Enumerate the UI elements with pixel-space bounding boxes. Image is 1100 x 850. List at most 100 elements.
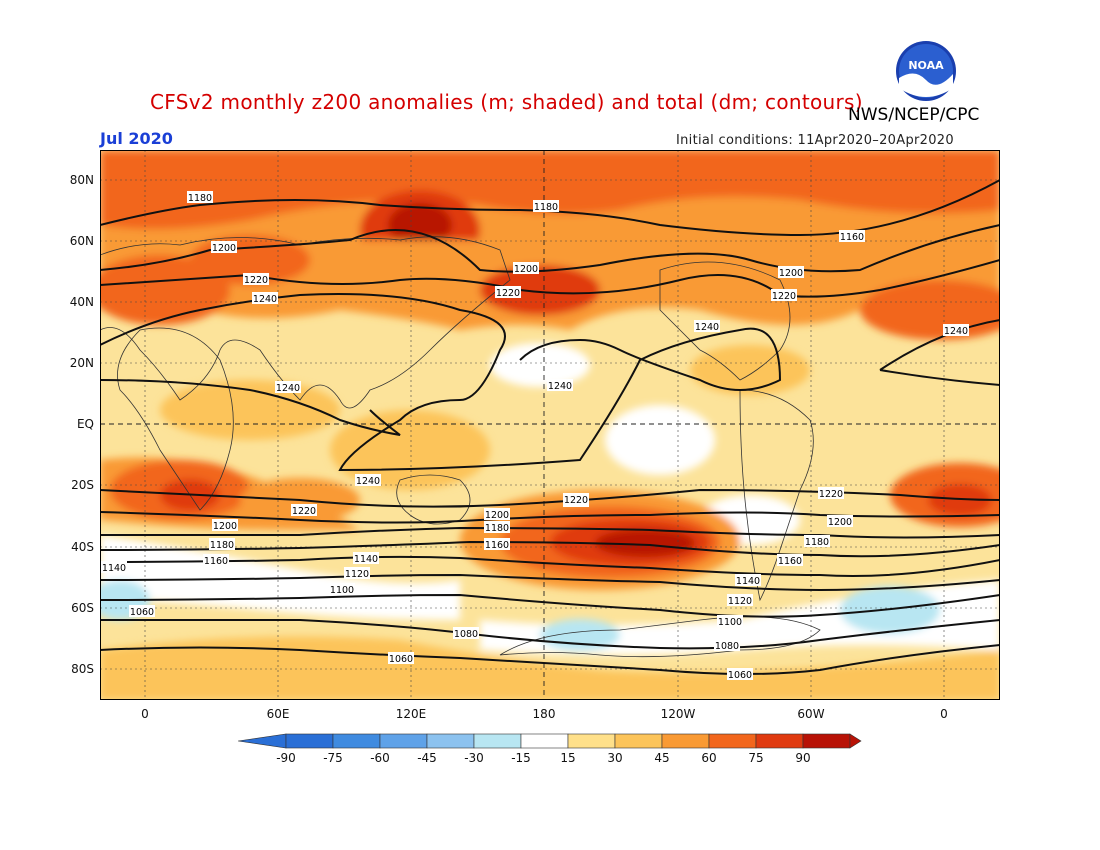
contour-label: 1200 (212, 519, 238, 532)
contour-label: 1220 (291, 504, 317, 517)
contour-label: 1060 (727, 668, 753, 681)
contour-label-group: 1180 1200 1220 1240 1180 1200 1220 1240 … (101, 191, 969, 681)
lat-label: 40S (71, 540, 94, 554)
contour-label: 1200 (827, 515, 853, 528)
svg-text:1100: 1100 (718, 617, 742, 628)
svg-text:1060: 1060 (130, 607, 154, 618)
colorbar (238, 733, 862, 749)
svg-text:1180: 1180 (534, 202, 558, 213)
contour-label: 1080 (453, 627, 479, 640)
contour-label: 1120 (727, 594, 753, 607)
contour-label: 1200 (513, 262, 539, 275)
lon-label: 0 (141, 707, 149, 721)
colorbar-tick-label: -30 (464, 751, 484, 765)
initial-conditions-label: Initial conditions: 11Apr2020–20Apr2020 (676, 133, 954, 148)
lon-label: 120E (395, 707, 427, 721)
contour-label: 1160 (203, 554, 229, 567)
svg-text:1220: 1220 (564, 495, 588, 506)
contour-label: 1240 (252, 292, 278, 305)
colorbar-tick-label: 15 (560, 751, 576, 765)
colorbar-swatch (755, 733, 804, 749)
contour-label: 1160 (484, 538, 510, 551)
colorbar-tick-label: -60 (370, 751, 390, 765)
svg-text:1240: 1240 (356, 476, 380, 487)
colorbar-swatch (661, 733, 710, 749)
svg-text:1220: 1220 (496, 288, 520, 299)
contour-label: 1240 (547, 379, 573, 392)
lat-label: 60S (71, 601, 94, 615)
svg-text:1240: 1240 (253, 294, 277, 305)
contour-label: 1100 (329, 583, 355, 596)
lon-label: 0 (940, 707, 948, 721)
svg-text:1220: 1220 (244, 275, 268, 286)
svg-text:1100: 1100 (330, 585, 354, 596)
lat-label: EQ (76, 417, 94, 431)
lat-label: 20S (71, 478, 94, 492)
contour-label: 1220 (818, 487, 844, 500)
lon-label: 180 (532, 707, 556, 721)
svg-text:1240: 1240 (276, 383, 300, 394)
colorbar-tick-label: -45 (417, 751, 437, 765)
contour-label: 1180 (187, 191, 213, 204)
svg-text:1160: 1160 (204, 556, 228, 567)
svg-text:1220: 1220 (292, 506, 316, 517)
noaa-logo-icon: NOAA (896, 41, 956, 101)
contour-label: 1240 (355, 474, 381, 487)
colorbar-tip-right (849, 733, 862, 749)
lat-label: 60N (69, 234, 94, 248)
contour-label: 1240 (694, 320, 720, 333)
noaa-logo-text: NOAA (908, 59, 944, 72)
colorbar-tick-label: -75 (323, 751, 343, 765)
svg-text:1140: 1140 (102, 563, 126, 574)
svg-text:1240: 1240 (548, 381, 572, 392)
contour-label: 1220 (495, 286, 521, 299)
contour-label: 1120 (344, 567, 370, 580)
colorbar-tick-label: 75 (748, 751, 764, 765)
contour-label: 1140 (735, 574, 761, 587)
colorbar-swatch (567, 733, 616, 749)
svg-text:1240: 1240 (944, 326, 968, 337)
contour-label: 1160 (777, 554, 803, 567)
svg-text:1180: 1180 (210, 540, 234, 551)
colorbar-swatch (285, 733, 334, 749)
lat-label: 40N (69, 295, 94, 309)
svg-text:1200: 1200 (485, 510, 509, 521)
svg-text:1200: 1200 (514, 264, 538, 275)
svg-text:1140: 1140 (354, 554, 378, 565)
contour-label: 1060 (388, 652, 414, 665)
colorbar-swatch (473, 733, 522, 749)
svg-text:1220: 1220 (772, 291, 796, 302)
svg-text:1160: 1160 (778, 556, 802, 567)
contour-label: 1240 (943, 324, 969, 337)
svg-text:1200: 1200 (212, 243, 236, 254)
contour-label: 1140 (101, 561, 127, 574)
svg-text:1200: 1200 (828, 517, 852, 528)
lat-label: 80N (69, 173, 94, 187)
svg-text:1080: 1080 (715, 641, 739, 652)
svg-text:1200: 1200 (779, 268, 803, 279)
colorbar-tick-label: -15 (511, 751, 531, 765)
contour-label: 1060 (129, 605, 155, 618)
anomaly-map: 1180 1200 1220 1240 1180 1200 1220 1240 … (100, 150, 1000, 700)
lat-label: 20N (69, 356, 94, 370)
lon-label: 60W (797, 707, 825, 721)
anomaly-shading (100, 150, 1000, 700)
contour-label: 1180 (533, 200, 559, 213)
svg-text:1060: 1060 (728, 670, 752, 681)
lon-label: 120W (660, 707, 696, 721)
svg-text:1220: 1220 (819, 489, 843, 500)
colorbar-tick-label: 45 (654, 751, 670, 765)
lat-label: 80S (71, 662, 94, 676)
contour-label: 1200 (778, 266, 804, 279)
month-label: Jul 2020 (100, 129, 173, 148)
lon-label: 60E (266, 707, 290, 721)
agency-label: NWS/NCEP/CPC (848, 105, 980, 125)
svg-text:1060: 1060 (389, 654, 413, 665)
chart-title: CFSv2 monthly z200 anomalies (m; shaded)… (150, 90, 863, 114)
svg-text:1180: 1180 (188, 193, 212, 204)
colorbar-tick-label: 60 (701, 751, 717, 765)
svg-text:1160: 1160 (840, 232, 864, 243)
colorbar-swatch (426, 733, 475, 749)
map-frame (100, 150, 1000, 700)
contour-label: 1140 (353, 552, 379, 565)
